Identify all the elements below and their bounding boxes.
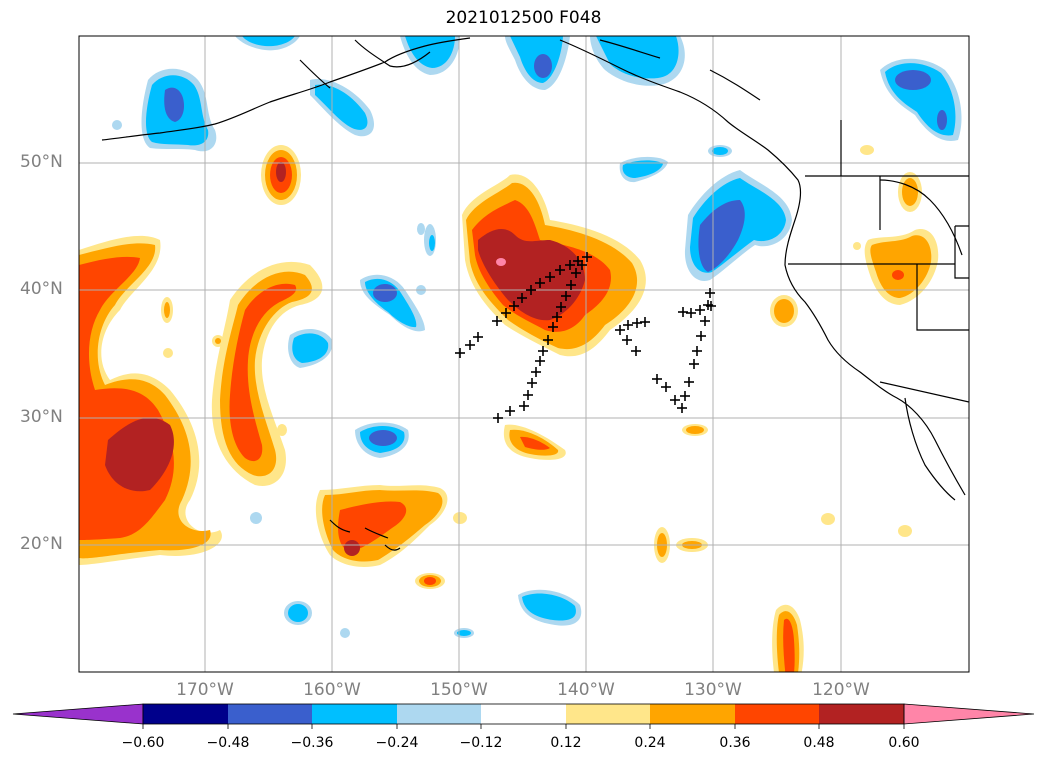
- trajectory-marker: [555, 265, 565, 275]
- trajectory-marker: [535, 278, 545, 288]
- trajectory-marker: [700, 316, 710, 326]
- trajectory-marker: [509, 301, 519, 311]
- colorbar-bin-6: [566, 704, 650, 724]
- colorbar-bin-9: [819, 704, 904, 724]
- colorbar-tick-label: −0.60: [121, 735, 165, 751]
- trajectory-marker: [552, 312, 562, 322]
- coastlines: [101, 37, 969, 551]
- trajectory-marker: [519, 401, 529, 411]
- lon-label-170w: 170°W: [176, 680, 234, 700]
- trajectory-marker: [571, 268, 581, 278]
- trajectory-marker: [678, 307, 688, 317]
- trajectory-marker: [556, 302, 566, 312]
- trajectory-marker: [661, 382, 671, 392]
- trajectory-marker: [561, 291, 571, 301]
- trajectory-marker: [622, 335, 632, 345]
- trajectory-marker: [631, 346, 641, 356]
- colorbar-bin-8: [735, 704, 819, 724]
- trajectory-marker: [535, 356, 545, 366]
- colorbar-tick-label: 0.36: [719, 735, 751, 751]
- trajectory-marker: [677, 403, 687, 413]
- trajectory-marker: [680, 391, 690, 401]
- map-panel: [79, 36, 969, 672]
- positive-contours: [79, 145, 939, 672]
- lon-label-160w: 160°W: [303, 680, 361, 700]
- colorbar: [12, 703, 1035, 729]
- negative-contours: [112, 36, 962, 638]
- colorbar-tick-label: 0.24: [634, 735, 666, 751]
- map-frame: [78, 35, 970, 673]
- trajectory-marker: [455, 348, 465, 358]
- trajectory-marker: [517, 293, 527, 303]
- colorbar-tick-label: −0.24: [375, 735, 419, 751]
- trajectory-marker: [501, 308, 511, 318]
- colorbar-bin-4: [397, 704, 481, 724]
- trajectory-marker: [526, 285, 536, 295]
- trajectory-marker: [465, 340, 475, 350]
- lat-label-20n: 20°N: [20, 534, 63, 554]
- trajectory-marker: [577, 260, 587, 270]
- trajectory-markers: [455, 252, 716, 423]
- trajectory-marker: [527, 378, 537, 388]
- trajectory-marker: [543, 335, 553, 345]
- trajectory-marker: [632, 318, 642, 328]
- trajectory-marker: [548, 322, 558, 332]
- colorbar-bin-1: [143, 704, 228, 724]
- trajectory-marker: [686, 308, 696, 318]
- lon-label-130w: 130°W: [684, 680, 742, 700]
- lat-label-40n: 40°N: [20, 279, 63, 299]
- trajectory-marker: [623, 320, 633, 330]
- trajectory-marker: [670, 395, 680, 405]
- colorbar-tick-label: 0.60: [888, 735, 920, 751]
- lat-label-50n: 50°N: [20, 152, 63, 172]
- trajectory-marker: [505, 406, 515, 416]
- trajectory-marker: [493, 413, 503, 423]
- colorbar-extend-low: [12, 703, 144, 725]
- trajectory-marker: [703, 300, 713, 310]
- colorbar-tick-label: −0.36: [290, 735, 334, 751]
- trajectory-marker: [652, 374, 662, 384]
- lat-label-30n: 30°N: [20, 407, 63, 427]
- trajectory-marker: [684, 377, 694, 387]
- trajectory-marker: [640, 317, 650, 327]
- trajectory-marker: [695, 305, 705, 315]
- trajectory-marker: [565, 260, 575, 270]
- colorbar-bin-3: [312, 704, 397, 724]
- lon-label-140w: 140°W: [557, 680, 615, 700]
- colorbar-tick-label: −0.12: [459, 735, 503, 751]
- colorbar-bin-7: [650, 704, 735, 724]
- colorbar-tick-label: −0.48: [206, 735, 250, 751]
- trajectory-marker: [696, 331, 706, 341]
- trajectory-marker: [523, 390, 533, 400]
- trajectory-marker: [692, 346, 702, 356]
- lon-label-120w: 120°W: [812, 680, 870, 700]
- lon-label-150w: 150°W: [430, 680, 488, 700]
- colorbar-tick-label: 0.48: [803, 735, 835, 751]
- map-title: 2021012500 F048: [445, 8, 602, 28]
- trajectory-marker: [531, 367, 541, 377]
- colorbar-bin-2: [228, 704, 312, 724]
- colorbar-bin-5: [481, 704, 566, 724]
- trajectory-marker: [473, 332, 483, 342]
- trajectory-marker: [545, 272, 555, 282]
- trajectory-marker: [689, 359, 699, 369]
- trajectory-marker: [582, 252, 592, 262]
- trajectory-marker: [566, 280, 576, 290]
- trajectory-marker: [538, 346, 548, 356]
- colorbar-tick-label: 0.12: [550, 735, 582, 751]
- trajectory-marker: [615, 325, 625, 335]
- colorbar-extend-high: [903, 703, 1035, 725]
- trajectory-marker: [705, 288, 715, 298]
- trajectory-marker: [492, 316, 502, 326]
